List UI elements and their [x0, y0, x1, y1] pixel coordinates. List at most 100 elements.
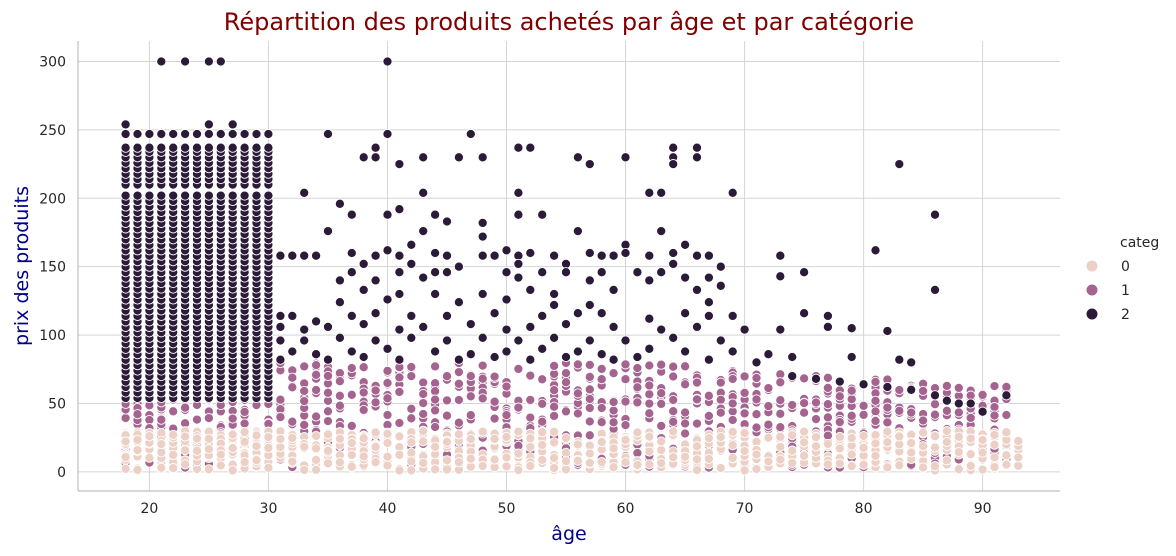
- point-categ-1: [299, 396, 310, 407]
- point-categ-1: [620, 359, 631, 370]
- point-categ-0: [191, 433, 203, 444]
- legend-title: categ: [1120, 235, 1159, 251]
- point-categ-2: [501, 267, 512, 278]
- point-categ-1: [180, 402, 191, 413]
- point-categ-0: [977, 447, 988, 458]
- point-categ-1: [822, 412, 833, 423]
- point-categ-2: [584, 299, 595, 311]
- point-categ-1: [989, 410, 1000, 421]
- point-categ-2: [370, 335, 381, 346]
- point-categ-2: [465, 349, 476, 360]
- point-categ-1: [763, 419, 774, 430]
- point-categ-1: [584, 384, 595, 395]
- point-categ-2: [215, 190, 226, 201]
- point-categ-0: [584, 448, 595, 459]
- point-categ-1: [906, 407, 917, 418]
- legend: categ 0 1 2: [1085, 235, 1159, 323]
- point-categ-1: [322, 370, 334, 381]
- point-categ-0: [929, 461, 941, 472]
- point-categ-1: [287, 382, 298, 393]
- point-categ-2: [584, 247, 595, 259]
- x-tick-label: 70: [736, 501, 754, 517]
- point-categ-2: [727, 187, 738, 198]
- point-categ-0: [858, 459, 869, 470]
- point-categ-0: [775, 441, 786, 452]
- point-categ-1: [799, 398, 810, 409]
- point-categ-2: [560, 258, 572, 269]
- point-categ-0: [846, 449, 857, 460]
- point-categ-1: [406, 371, 417, 382]
- point-categ-2: [441, 310, 453, 321]
- point-categ-2: [929, 284, 941, 295]
- point-categ-2: [513, 335, 524, 346]
- point-categ-1: [668, 361, 679, 372]
- point-categ-1: [739, 371, 750, 382]
- point-categ-1: [477, 373, 488, 384]
- point-categ-1: [430, 421, 441, 433]
- point-categ-2: [501, 294, 512, 305]
- point-categ-0: [989, 452, 1000, 463]
- point-categ-0: [894, 431, 905, 442]
- point-categ-2: [406, 258, 417, 269]
- point-categ-0: [691, 454, 703, 465]
- point-categ-2: [394, 159, 405, 170]
- point-categ-2: [382, 209, 393, 220]
- point-categ-0: [941, 455, 952, 466]
- point-categ-2: [703, 297, 714, 308]
- point-categ-2: [584, 335, 595, 346]
- point-categ-0: [394, 449, 405, 460]
- point-categ-0: [180, 431, 191, 442]
- point-categ-1: [751, 409, 762, 420]
- point-categ-1: [989, 402, 1000, 413]
- point-categ-0: [322, 445, 334, 456]
- y-tick-label: 0: [57, 465, 66, 481]
- point-categ-0: [989, 439, 1000, 450]
- point-categ-2: [156, 142, 167, 153]
- point-categ-0: [882, 426, 893, 437]
- point-categ-1: [596, 417, 607, 428]
- point-categ-2: [656, 187, 667, 198]
- point-categ-1: [977, 389, 988, 400]
- point-categ-2: [489, 351, 500, 363]
- point-categ-2: [644, 275, 655, 286]
- point-categ-0: [525, 441, 536, 452]
- point-categ-0: [525, 433, 536, 444]
- point-categ-1: [572, 408, 583, 419]
- point-categ-0: [418, 426, 429, 437]
- point-categ-0: [203, 444, 214, 455]
- point-categ-1: [453, 378, 464, 389]
- point-categ-2: [203, 119, 214, 130]
- point-categ-1: [311, 411, 322, 422]
- point-categ-1: [441, 371, 453, 382]
- point-categ-0: [549, 437, 560, 448]
- point-categ-2: [537, 267, 548, 278]
- x-tick-label: 60: [617, 501, 635, 517]
- point-categ-1: [608, 368, 619, 379]
- point-categ-1: [334, 400, 345, 411]
- point-categ-1: [763, 383, 774, 394]
- point-categ-0: [358, 451, 369, 462]
- point-categ-2: [549, 299, 560, 311]
- point-categ-1: [572, 359, 583, 370]
- point-categ-2: [263, 128, 274, 140]
- point-categ-2: [132, 190, 143, 201]
- point-categ-1: [560, 377, 572, 388]
- point-categ-2: [668, 332, 679, 343]
- point-categ-2: [608, 250, 619, 261]
- point-categ-2: [656, 267, 667, 278]
- point-categ-0: [810, 441, 822, 452]
- point-categ-1: [525, 394, 536, 405]
- point-categ-0: [834, 443, 845, 454]
- point-categ-0: [406, 437, 417, 448]
- point-categ-1: [608, 397, 619, 408]
- point-categ-0: [501, 461, 512, 472]
- point-categ-2: [299, 250, 310, 261]
- point-categ-2: [382, 56, 393, 67]
- point-categ-0: [132, 434, 143, 445]
- point-categ-2: [144, 128, 155, 140]
- point-categ-2: [203, 128, 214, 140]
- point-categ-2: [608, 284, 619, 295]
- point-categ-0: [1001, 450, 1012, 461]
- point-categ-2: [418, 152, 429, 163]
- point-categ-1: [430, 405, 441, 416]
